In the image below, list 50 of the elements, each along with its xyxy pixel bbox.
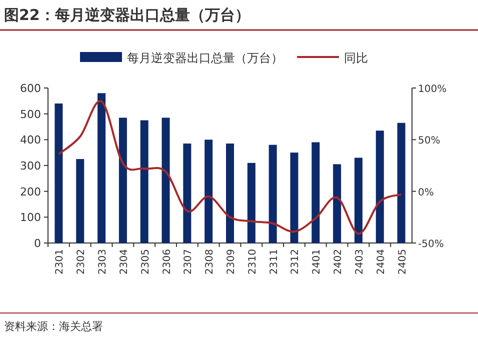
y-tick-label: 500 [20,108,41,121]
x-tick-label: 2302 [76,249,88,274]
bar [54,104,63,243]
x-tick-label: 2304 [118,249,130,274]
line-series [58,100,402,235]
y2-tick-label: -50% [418,239,444,250]
bar [290,152,298,243]
y2-tick-label: 100% [418,84,447,95]
bar [183,144,192,243]
bar [268,144,277,243]
x-tick-label: 2301 [54,249,66,274]
y-tick-label: 200 [20,185,41,198]
x-tick-label: 2405 [397,249,408,274]
y-tick-label: 400 [20,134,41,147]
bar [397,122,406,243]
y2-tick-label: 50% [418,136,440,147]
x-tick-label: 2309 [226,249,237,274]
chart-title: 图22：每月逆变器出口总量（万台） [4,6,250,24]
x-tick-label: 2310 [247,249,258,274]
x-tick-label: 2305 [140,249,152,274]
y-tick-label: 0 [34,237,41,250]
x-tick-label: 2306 [162,249,173,274]
x-tick-label: 2307 [183,249,194,274]
y-tick-label: 300 [20,160,41,172]
bar [76,159,84,243]
x-tick-label: 2404 [376,249,387,274]
bar [98,93,106,243]
bar [333,164,342,243]
bar [376,130,384,243]
legend-label: 同比 [344,51,368,65]
bar [118,118,127,243]
bar [140,120,148,243]
y-tick-label: 100 [20,211,41,224]
bar [204,140,213,243]
x-tick-label: 2311 [268,249,280,274]
y2-tick-label: 0% [418,187,434,198]
x-tick-label: 2303 [98,249,109,274]
text: 资料来源：海关总署 [4,320,103,333]
bar [247,162,256,243]
x-tick-label: 2402 [333,249,344,274]
y-tick-label: 600 [20,82,41,95]
x-tick-label: 2403 [354,249,366,274]
bar [312,142,320,243]
x-tick-label: 2401 [312,249,323,274]
bar [162,118,170,243]
legend-label: 每月逆变器出口总量（万台） [127,51,283,65]
bar [354,158,362,243]
x-tick-label: 2312 [290,249,302,274]
bar [226,144,234,243]
x-tick-label: 2308 [204,249,216,274]
